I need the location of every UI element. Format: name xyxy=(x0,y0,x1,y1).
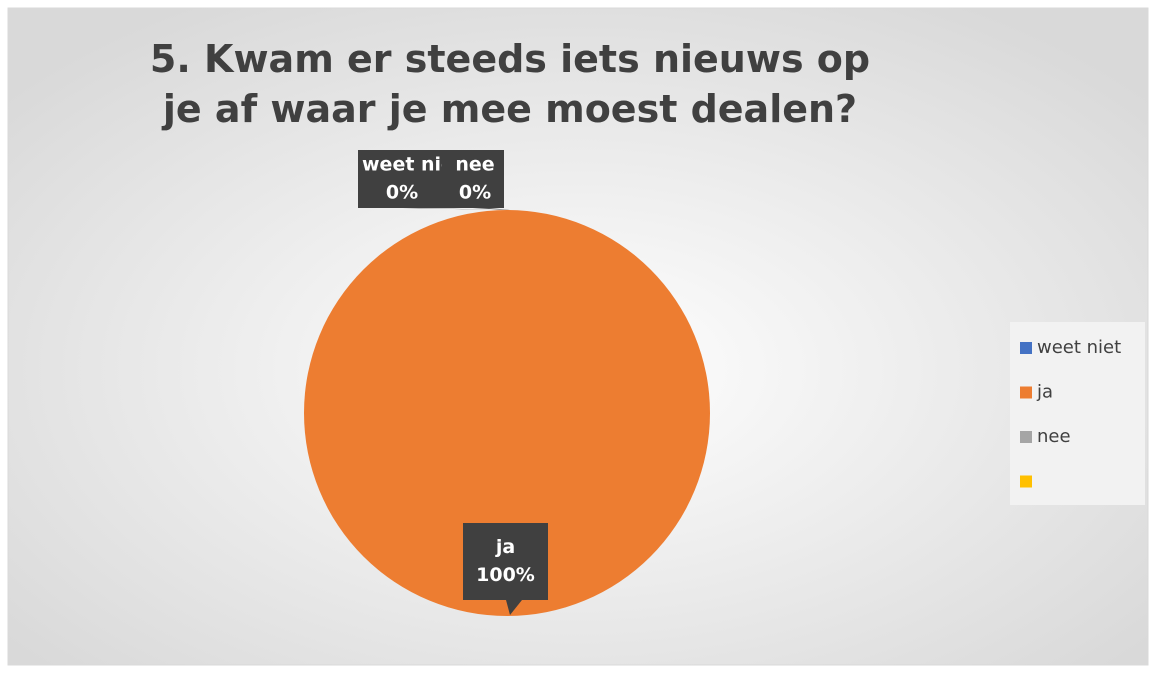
data-label-pointer xyxy=(402,208,505,210)
pie-slice xyxy=(304,210,710,616)
data-label-box xyxy=(358,150,446,208)
legend-label: nee xyxy=(1037,426,1071,447)
legend-label: weet niet xyxy=(1037,337,1121,358)
legend-swatch xyxy=(1020,342,1032,354)
data-label-pointer xyxy=(506,600,522,615)
data-label-box xyxy=(446,150,504,208)
plot: weet niet 0% ja 100% nee 0% weet niet ja nee xyxy=(304,150,1121,616)
data-label-box xyxy=(463,523,548,600)
data-label-value: 0% xyxy=(459,182,491,204)
legend-label: ja xyxy=(1036,382,1053,403)
data-label-category: nee xyxy=(455,154,494,176)
data-label-pointer xyxy=(472,208,510,210)
legend-swatch xyxy=(1020,431,1032,443)
chart-title: 5. Kwam er steeds iets nieuws op je af w… xyxy=(149,37,871,131)
legend-swatch xyxy=(1020,475,1032,488)
legend-box xyxy=(1010,322,1145,505)
data-label-category: ja xyxy=(495,536,515,558)
data-label-value: 0% xyxy=(386,182,418,204)
legend-swatch xyxy=(1020,386,1032,399)
data-label-category: weet niet xyxy=(362,154,463,176)
data-label-value: 100% xyxy=(476,564,535,586)
